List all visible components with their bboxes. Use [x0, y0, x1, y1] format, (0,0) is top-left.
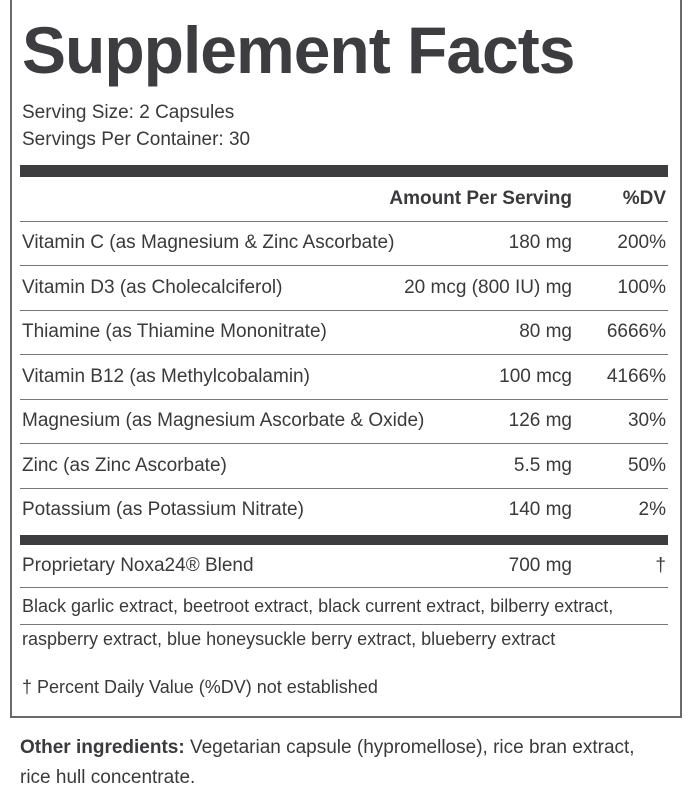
amount: 700 mg	[508, 554, 572, 576]
column-header: Amount Per Serving	[389, 188, 572, 209]
daily-value: 6666%	[606, 321, 666, 342]
daily-value: 200%	[617, 232, 666, 253]
footnote-row	[20, 624, 668, 665]
column-header: %DV	[622, 188, 666, 209]
footnote: † Percent Daily Value (%DV) not establis…	[22, 677, 378, 697]
servings-per-container: Servings Per Container: 30	[22, 129, 251, 150]
blend-row: Proprietary Noxa24® Blend 700 mg †	[20, 545, 668, 588]
title: Supplement Facts	[22, 13, 575, 87]
nutrient: Vitamin B12 (as Methylcobalamin)	[22, 365, 310, 387]
amount: 20 mcg (800 IU) mg	[404, 276, 572, 298]
amount: 5.5 mg	[513, 454, 572, 476]
amount: 80 mg	[519, 321, 572, 342]
nutrient-row: Potassium (as Potassium Nitrate) 140 mg 2%	[20, 488, 668, 532]
nutrient-row: Vitamin C (as Magnesium & Zinc Ascorbate…	[20, 221, 668, 266]
daily-value: †	[655, 554, 666, 576]
nutrient: Vitamin D3 (as Cholecalciferol)	[22, 276, 283, 298]
nutrient-row: Magnesium (as Magnesium Ascorbate & Oxid…	[20, 399, 668, 444]
amount: 140 mg	[508, 499, 572, 520]
divider	[20, 165, 668, 177]
divider	[20, 534, 668, 545]
nutrient: Proprietary Noxa24® Blend	[22, 554, 254, 576]
nutrient: Vitamin C (as Magnesium & Zinc Ascorbate…	[22, 232, 395, 253]
daily-value: 2%	[638, 499, 666, 520]
nutrient: Potassium (as Potassium Nitrate)	[22, 499, 304, 520]
nutrient: Zinc (as Zinc Ascorbate)	[22, 454, 227, 476]
blend-ingredients: Black garlic extract, beetroot extract, …	[22, 596, 614, 649]
amount: 100 mcg	[499, 365, 572, 387]
facts-panel: Supplement Facts Serving Size: 2 Capsule…	[10, 0, 682, 718]
amount: 126 mg	[508, 410, 572, 431]
amount: 180 mg	[508, 232, 572, 253]
daily-value: 4166%	[606, 365, 666, 387]
nutrient-row: Vitamin D3 (as Cholecalciferol) 20 mcg (8…	[20, 266, 668, 311]
daily-value: 30%	[627, 410, 666, 431]
nutrient: Thiamine (as Thiamine Mononitrate)	[22, 321, 327, 342]
other-ingredients: Other ingredients: Vegetarian capsule (h…	[20, 733, 640, 793]
other-text: Vegetarian capsule (hypromellose), rice …	[20, 737, 635, 788]
daily-value: 100%	[617, 276, 666, 298]
daily-value: 50%	[627, 454, 666, 476]
serving-size: Serving Size: 2 Capsules	[22, 102, 235, 123]
header-row: Amount Per Serving %DV	[20, 177, 668, 222]
other-label: Other ingredients:	[20, 737, 185, 758]
nutrient-row: Thiamine (as Thiamine Mononitrate) 80 mg 6…	[20, 310, 668, 355]
nutrient-row: Vitamin B12 (as Methylcobalamin) 100 mcg 4…	[20, 355, 668, 400]
nutrient-row: Zinc (as Zinc Ascorbate) 5.5 mg 50%	[20, 444, 668, 489]
nutrient: Magnesium (as Magnesium Ascorbate & Oxid…	[22, 410, 425, 431]
